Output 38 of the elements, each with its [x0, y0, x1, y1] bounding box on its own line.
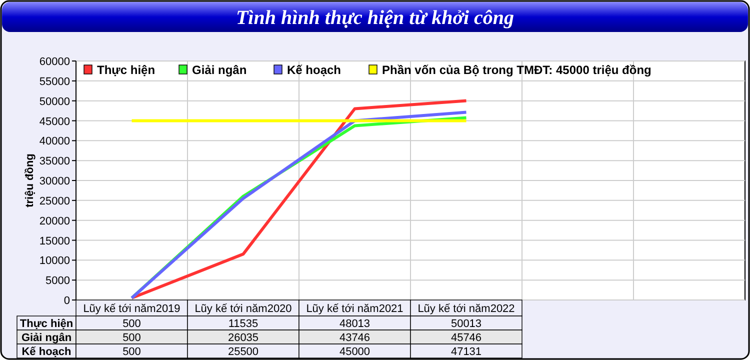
y-tick-label: 45000	[39, 116, 70, 128]
data-label: 50013	[450, 318, 482, 330]
y-tick-label: 5000	[46, 275, 70, 288]
x-tick-label: Lũy kế tới năm2020	[194, 303, 292, 315]
data-label: 47131	[450, 346, 482, 358]
x-tick-label: Lũy kế tới năm2022	[418, 303, 515, 315]
data-label: 25500	[228, 346, 259, 358]
text: Kế hoạch	[22, 346, 72, 358]
y-tick-label: 60000	[39, 56, 70, 68]
y-tick-label: 25000	[39, 195, 70, 208]
legend-label: Phần vốn của Bộ trong TMĐT: 45000 triệu đồng	[382, 63, 652, 77]
data-label: 500	[122, 346, 141, 358]
y-tick-label: 55000	[39, 76, 70, 88]
data-label: 45746	[450, 332, 482, 344]
y-tick-label: 10000	[39, 255, 70, 268]
data-label: 48013	[339, 318, 370, 330]
text: Giải ngân	[21, 332, 72, 344]
chart-title: Tình hình thực hiện từ khởi công	[236, 7, 514, 29]
data-label: 500	[122, 318, 141, 330]
data-label: 43746	[339, 332, 370, 344]
y-tick-label: 30000	[39, 176, 70, 188]
data-label: 45000	[339, 346, 370, 358]
y-axis-title: triệu đồng	[24, 154, 36, 208]
y-tick-label: 35000	[39, 156, 70, 168]
data-label: 500	[122, 332, 141, 344]
x-tick-label: Lũy kế tới năm2019	[83, 303, 180, 315]
legend-label: Thực hiện	[97, 63, 156, 77]
x-tick-label: Lũy kế tới năm2021	[306, 303, 404, 315]
y-tick-label: 40000	[39, 136, 70, 148]
data-label: 26035	[228, 332, 259, 344]
y-tick-label: 0	[64, 295, 70, 307]
y-tick-label: 15000	[39, 235, 70, 248]
data-label: 11535	[228, 318, 258, 330]
y-tick-label: 50000	[39, 96, 70, 108]
y-tick-label: 20000	[39, 215, 70, 228]
legend-label: Kế hoạch	[287, 63, 342, 77]
text: Thực hiện	[20, 318, 74, 330]
legend-label: Giải ngân	[192, 63, 247, 77]
